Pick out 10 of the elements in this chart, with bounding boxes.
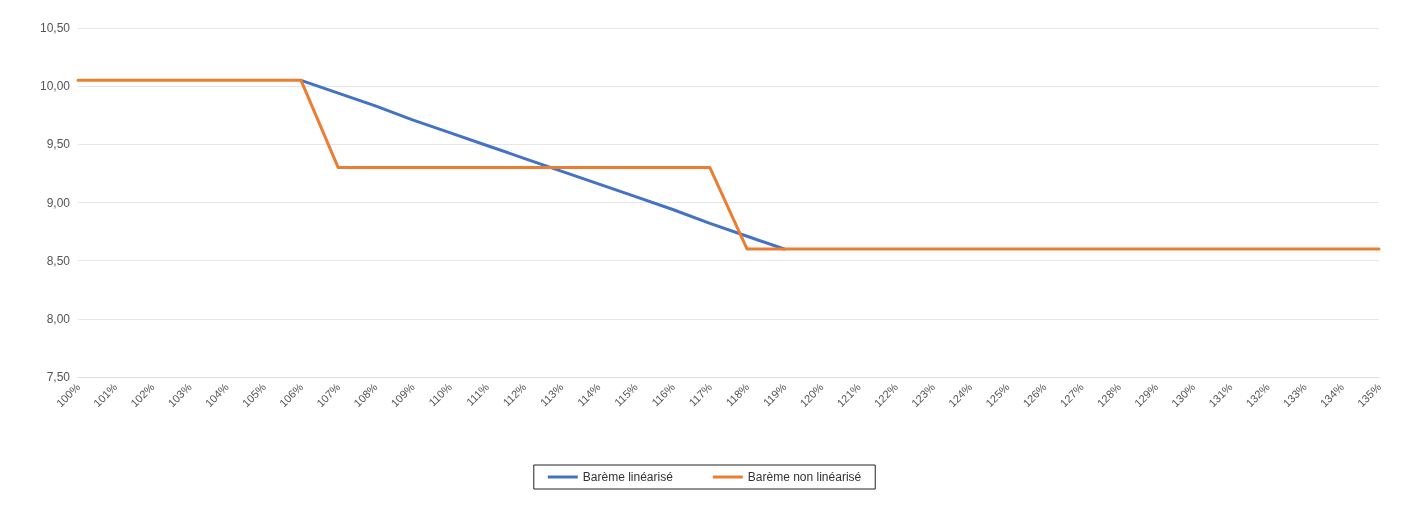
legend-label: Barème linéarisé bbox=[582, 470, 674, 484]
legend-label: Barème non linéarisé bbox=[747, 470, 862, 484]
y-tick-label: 9,50 bbox=[46, 137, 71, 152]
y-tick-label: 10,50 bbox=[39, 21, 71, 35]
y-tick-label: 8,00 bbox=[46, 311, 71, 326]
y-tick-label: 10,00 bbox=[39, 79, 71, 94]
line-series bbox=[299, 78, 786, 251]
y-tick-label: 8,50 bbox=[46, 253, 71, 268]
y-tick-label: 7,50 bbox=[46, 370, 71, 384]
y-tick-label: 9,00 bbox=[46, 195, 71, 210]
